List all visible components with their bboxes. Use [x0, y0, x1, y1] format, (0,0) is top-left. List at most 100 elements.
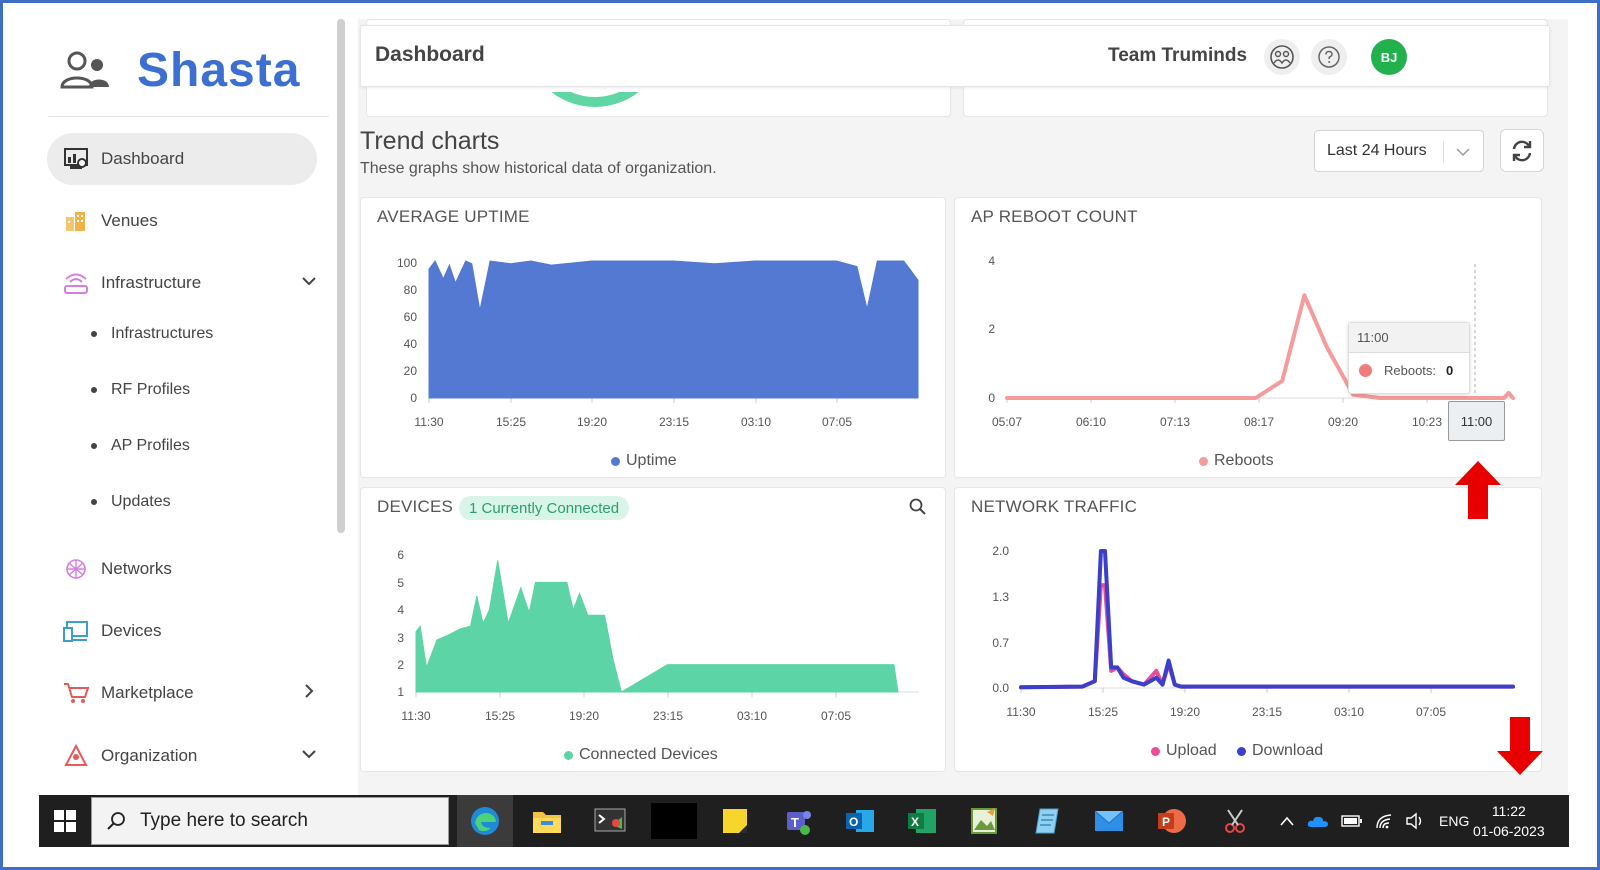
sidebar-subitem-ap-profiles[interactable]: AP Profiles [91, 437, 190, 455]
x-tick-label: 23:15 [653, 709, 683, 723]
time-range-value: Last 24 Hours [1327, 142, 1427, 159]
search-icon[interactable] [909, 498, 927, 516]
brand[interactable]: Shasta [59, 44, 319, 105]
y-tick-label: 80 [404, 283, 418, 297]
wifi-icon[interactable] [1375, 812, 1395, 830]
x-tick-label: 23:15 [1252, 705, 1282, 719]
series-area [415, 560, 899, 693]
x-tick-label: 11:30 [1006, 705, 1035, 719]
bullet-icon [91, 499, 97, 505]
bullet-icon [91, 387, 97, 393]
sidebar-item-venues[interactable]: Venues [47, 195, 317, 247]
sidebar-item-label: Devices [101, 621, 162, 640]
sidebar-subitem-infrastructures[interactable]: Infrastructures [91, 325, 213, 343]
help-button[interactable] [1311, 39, 1347, 75]
windows-icon [54, 810, 76, 832]
team-button[interactable] [1264, 39, 1300, 75]
chart-legend[interactable]: Connected Devices [564, 746, 718, 764]
chart-legend-upload[interactable]: Upload [1151, 742, 1217, 760]
sidebar-item-label: Infrastructure [101, 273, 202, 292]
x-tick-label: 05:07 [992, 415, 1022, 429]
reboot-chart[interactable]: 0 2 4 05:07 06:10 07:13 08:17 09:20 10:23 [955, 198, 1543, 479]
taskbar-excel[interactable]: X [904, 803, 940, 839]
team-name[interactable]: Team Truminds [1108, 45, 1248, 66]
taskbar-image-editor[interactable] [966, 803, 1002, 839]
taskbar-sticky-notes[interactable] [717, 803, 753, 839]
taskbar-powerpoint[interactable]: P [1154, 803, 1190, 839]
taskbar-search[interactable]: Type here to search [91, 797, 449, 845]
y-tick-label: 0 [988, 391, 995, 405]
clock-time: 11:22 [1491, 803, 1526, 819]
svg-text:O: O [849, 815, 858, 829]
y-tick-label: 0.7 [992, 636, 1009, 650]
sidebar-item-devices[interactable]: Devices [47, 605, 317, 657]
taskbar-file-explorer[interactable] [529, 803, 565, 839]
x-tick-label: 03:10 [741, 415, 771, 429]
battery-icon[interactable] [1341, 814, 1363, 828]
search-placeholder: Type here to search [140, 810, 308, 831]
y-tick-label: 0.0 [992, 681, 1009, 695]
volume-icon[interactable] [1405, 812, 1425, 830]
taskbar-clock[interactable]: 11:22 01-06-2023 [1473, 801, 1545, 841]
onedrive-icon[interactable] [1307, 814, 1329, 828]
sticky-notes-icon [723, 809, 747, 833]
avatar[interactable]: BJ [1371, 39, 1407, 75]
snipping-tool-icon [1225, 809, 1245, 833]
taskbar-outlook[interactable]: O [842, 803, 878, 839]
chart-legend[interactable]: Uptime [611, 452, 677, 470]
y-tick-label: 1 [397, 685, 404, 699]
chart-legend-download[interactable]: Download [1237, 742, 1323, 760]
taskbar-mail[interactable] [1091, 803, 1127, 839]
x-tick-label: 07:05 [821, 709, 851, 723]
app-header: Dashboard Team Truminds BJ [360, 25, 1550, 87]
svg-text:X: X [911, 815, 919, 829]
refresh-button[interactable] [1500, 129, 1544, 172]
sidebar-item-infrastructure[interactable]: Infrastructure [47, 257, 317, 309]
x-tick-label: 10:23 [1412, 415, 1442, 429]
team-icon [1270, 45, 1294, 69]
chevron-right-icon[interactable] [299, 681, 319, 701]
uptime-chart[interactable]: 0 20 40 60 80 100 11:30 15:25 19:20 23:15 03:10 07:… [361, 198, 947, 479]
sidebar-scrollbar[interactable] [337, 19, 345, 533]
sidebar-item-dashboard[interactable]: Dashboard [47, 133, 317, 185]
taskbar-notepad[interactable] [1029, 803, 1065, 839]
traffic-chart[interactable]: 0.0 0.7 1.3 2.0 11:30 15:25 19:20 23:15 03:10 07:… [955, 488, 1543, 773]
chart-title: AVERAGE UPTIME [377, 207, 530, 226]
mail-icon [1094, 810, 1124, 831]
chevron-up-icon[interactable] [1279, 815, 1295, 827]
sidebar-item-marketplace[interactable]: Marketplace [47, 667, 317, 719]
sidebar-item-organization[interactable]: Organization [47, 730, 317, 782]
network-icon [63, 556, 89, 582]
arrow-up-icon [1455, 461, 1501, 519]
search-icon [107, 812, 125, 830]
language-indicator[interactable]: ENG [1439, 813, 1470, 829]
tooltip-label: Reboots: [1384, 363, 1437, 378]
building-icon [63, 208, 89, 234]
devices-chart-card: DEVICES 1 Currently Connected 1 2 3 4 5 6 11:3… [360, 487, 946, 772]
taskbar-terminal[interactable] [592, 803, 628, 839]
windows-taskbar: Type here to search T O X P ENG 11:22 01… [39, 795, 1569, 847]
tooltip-value: 0 [1446, 363, 1454, 378]
teams-icon: T [787, 811, 811, 835]
chevron-down-icon[interactable] [299, 271, 319, 291]
excel-icon: X [908, 809, 936, 833]
sidebar-subitem-updates[interactable]: Updates [91, 493, 171, 511]
x-tick-label: 07:05 [822, 415, 852, 429]
time-range-select[interactable]: Last 24 Hours [1314, 130, 1484, 172]
devices-icon [63, 618, 89, 644]
taskbar-edge[interactable] [457, 795, 513, 847]
sidebar-subitem-label: Updates [111, 493, 171, 510]
devices-chart[interactable]: 1 2 3 4 5 6 11:30 15:25 19:20 23:15 03:10 07:05 [361, 488, 947, 773]
taskbar-redacted-app[interactable] [651, 803, 697, 839]
edge-icon [471, 807, 499, 835]
chevron-down-icon[interactable] [299, 744, 319, 764]
x-tick-label: 06:10 [1076, 415, 1106, 429]
sidebar-subitem-rf-profiles[interactable]: RF Profiles [91, 381, 190, 399]
chart-legend[interactable]: Reboots [1199, 452, 1274, 470]
taskbar-teams[interactable]: T [779, 803, 815, 839]
x-tick-label: 15:25 [496, 415, 526, 429]
sidebar-item-networks[interactable]: Networks [47, 543, 317, 595]
folder-icon [533, 812, 561, 833]
start-button[interactable] [39, 795, 91, 847]
taskbar-snipping-tool[interactable] [1217, 803, 1253, 839]
